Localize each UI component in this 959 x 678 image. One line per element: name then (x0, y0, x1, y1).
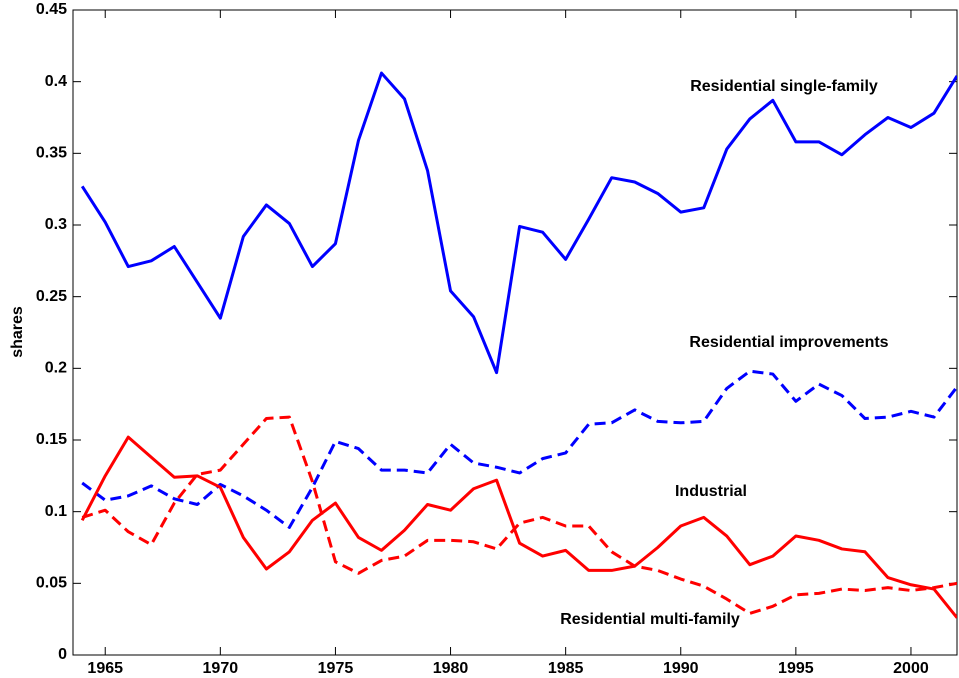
y-tick-label: 0.35 (36, 145, 67, 162)
y-tick-label: 0.25 (36, 288, 67, 305)
series-label: Residential single-family (690, 78, 878, 95)
y-tick-label: 0.4 (45, 73, 67, 90)
y-tick-label: 0.2 (45, 360, 67, 377)
y-tick-label: 0 (58, 646, 67, 663)
y-tick-label: 0.05 (36, 575, 67, 592)
x-tick-label: 1970 (203, 660, 239, 677)
x-tick-label: 1985 (548, 660, 584, 677)
y-axis-label: shares (9, 306, 26, 358)
x-tick-label: 1995 (778, 660, 814, 677)
x-tick-label: 1980 (433, 660, 469, 677)
series-line (81, 369, 957, 529)
y-tick-label: 0.15 (36, 431, 67, 448)
series-line (80, 71, 957, 375)
x-tick-label: 1990 (663, 660, 699, 677)
y-tick-label: 0.3 (45, 216, 67, 233)
series-label: Residential improvements (689, 334, 888, 351)
series-label: Industrial (675, 483, 747, 500)
series-line (80, 435, 957, 619)
lines (80, 71, 957, 619)
plot-area (72, 9, 958, 656)
x-tick-label: 2000 (893, 660, 929, 677)
y-tick-label: 0.45 (36, 1, 67, 18)
x-tick-label: 1975 (318, 660, 354, 677)
x-tick-label: 1965 (87, 660, 123, 677)
y-tick-label: 0.1 (45, 503, 67, 520)
series-label: Residential multi-family (560, 611, 740, 628)
